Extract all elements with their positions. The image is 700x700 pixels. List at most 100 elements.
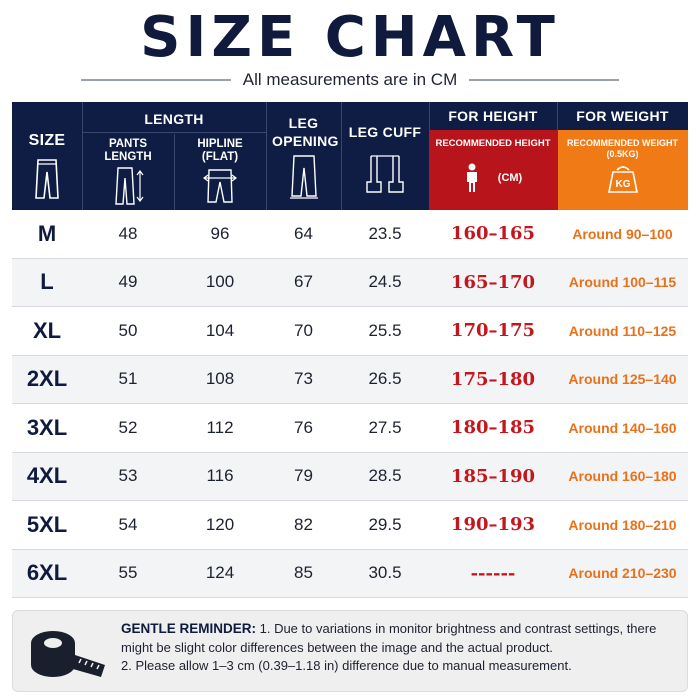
cell-size: L	[40, 269, 54, 295]
cell-hipline: 96	[210, 223, 230, 243]
leg-cuff-icon	[366, 155, 404, 193]
cell-leg-opening: 67	[294, 272, 313, 292]
cell-pants-length: 52	[118, 417, 138, 437]
cell-height: 180–185	[450, 417, 536, 439]
divider-left	[80, 79, 231, 81]
header-divider	[266, 102, 267, 210]
header-hipline: HIPLINE (FLAT)	[174, 134, 266, 210]
table-body: M 48 96 64 23.5 160–165 Around 90–100 L …	[12, 210, 688, 598]
cell-hipline: 108	[205, 369, 235, 389]
weight-badge-text: KG	[615, 179, 630, 190]
cell-leg-cuff: 30.5	[368, 563, 402, 583]
header-for-height-label: FOR HEIGHT	[448, 108, 538, 124]
table-row: L 49 100 67 24.5 165–170 Around 100–115	[12, 258, 688, 307]
header-size: SIZE	[12, 102, 82, 210]
header-length: LENGTH	[144, 111, 204, 127]
cell-leg-opening: 70	[294, 320, 313, 340]
cell-leg-cuff: 25.5	[368, 320, 402, 340]
cell-weight: Around 160–180	[568, 468, 677, 485]
cell-pants-length: 53	[118, 466, 138, 486]
cell-height: 165–170	[450, 271, 536, 293]
cell-hipline: 116	[206, 466, 234, 486]
header-divider	[174, 134, 175, 210]
cell-size: 5XL	[26, 511, 68, 537]
cell-leg-opening: 73	[294, 369, 313, 389]
cell-pants-length: 51	[118, 369, 138, 389]
reminder-line-2: 2. Please allow 1–3 cm (0.39–1.18 in) di…	[121, 658, 572, 673]
cell-size: 6XL	[26, 560, 68, 586]
cell-leg-cuff: 23.5	[368, 223, 402, 243]
header-divider	[429, 102, 430, 210]
cell-leg-opening: 64	[294, 223, 313, 243]
table-row: 3XL 52 112 76 27.5 180–185 Around 140–16…	[12, 404, 688, 453]
gentle-reminder: GENTLE REMINDER: 1. Due to variations in…	[12, 610, 688, 692]
table-row: 6XL 55 124 85 30.5 ------ Around 210–230	[12, 549, 688, 598]
cell-pants-length: 54	[118, 514, 138, 534]
header-recommended-weight: RECOMMENDED WEIGHT (0.5KG) KG	[557, 130, 688, 210]
cell-leg-cuff: 26.5	[368, 369, 402, 389]
cell-leg-opening: 76	[294, 417, 313, 437]
table-row: 2XL 51 108 73 26.5 175–180 Around 125–14…	[12, 355, 688, 404]
page-title: SIZE CHART	[140, 5, 560, 70]
pants-length-icon	[115, 167, 144, 205]
cell-size: M	[37, 220, 57, 246]
cell-size: 4XL	[26, 463, 68, 489]
cell-leg-opening: 82	[294, 514, 313, 534]
cell-weight: Around 110–125	[568, 322, 677, 339]
subtitle-row: All measurements are in CM	[0, 68, 700, 92]
cell-pants-length: 49	[118, 272, 138, 292]
person-icon	[466, 163, 477, 192]
cell-pants-length: 50	[118, 320, 138, 340]
pants-icon	[35, 159, 59, 199]
header-navy-bg	[12, 102, 429, 210]
table-row: XL 50 104 70 25.5 170–175 Around 110–125	[12, 307, 688, 356]
table-row: M 48 96 64 23.5 160–165 Around 90–100	[12, 210, 688, 259]
header-length-divider	[82, 132, 266, 133]
cell-weight: Around 210–230	[568, 565, 677, 582]
header-divider	[341, 102, 342, 210]
reminder-line-1: 1. Due to variations in monitor brightne…	[121, 621, 657, 655]
cell-hipline: 124	[205, 563, 235, 583]
cell-size: 3XL	[26, 414, 68, 440]
hipline-icon	[203, 169, 237, 203]
header-size-label: SIZE	[28, 132, 66, 149]
cell-height: 190–193	[450, 514, 536, 536]
table-row: 4XL 53 116 79 28.5 185–190 Around 160–18…	[12, 452, 688, 501]
cell-pants-length: 55	[118, 563, 138, 583]
header-leg-cuff-label: LEG CUFF	[348, 124, 422, 140]
header-hipline-label: HIPLINE (FLAT)	[197, 138, 243, 163]
cell-weight: Around 100–115	[568, 274, 677, 291]
divider-right	[469, 79, 620, 81]
weight-icon: KG	[607, 166, 638, 193]
cell-leg-opening: 85	[294, 563, 313, 583]
cell-height: 185–190	[450, 465, 536, 487]
cell-weight: Around 90–100	[572, 225, 673, 242]
header-recommended-height-label: RECOMMENDED HEIGHT	[435, 138, 551, 149]
reminder-text: GENTLE REMINDER: 1. Due to variations in…	[121, 620, 681, 676]
header-height-unit: (CM)	[497, 172, 523, 184]
header-for-weight-label: FOR WEIGHT	[576, 108, 669, 124]
header-divider	[557, 102, 558, 210]
cell-leg-cuff: 27.5	[368, 417, 402, 437]
cell-hipline: 120	[205, 514, 235, 534]
cell-hipline: 104	[205, 320, 235, 340]
header-recommended-weight-label: RECOMMENDED WEIGHT (0.5KG)	[567, 138, 678, 159]
header-for-height: FOR HEIGHT	[429, 102, 557, 130]
size-table: SIZE LENGTH PANTS LENGTH HIPLINE (FLAT)	[12, 102, 688, 598]
header-pants-length: PANTS LENGTH	[82, 134, 174, 210]
cell-size: XL	[32, 317, 62, 343]
header-leg-opening-label: LEG OPENING	[272, 115, 339, 149]
cell-hipline: 112	[206, 417, 234, 437]
cell-size: 2XL	[26, 366, 68, 392]
measuring-tape-icon	[31, 631, 105, 677]
header-divider	[82, 102, 83, 210]
header-recommended-height: RECOMMENDED HEIGHT (CM)	[429, 130, 557, 210]
cell-hipline: 100	[205, 272, 235, 292]
cell-height: 175–180	[450, 368, 536, 390]
leg-opening-icon	[289, 155, 318, 199]
header-leg-cuff: LEG CUFF	[341, 102, 429, 210]
cell-leg-cuff: 28.5	[368, 466, 402, 486]
cell-height: 170–175	[450, 320, 536, 342]
cell-weight: Around 180–210	[568, 516, 677, 533]
table-row: 5XL 54 120 82 29.5 190–193 Around 180–21…	[12, 501, 688, 550]
